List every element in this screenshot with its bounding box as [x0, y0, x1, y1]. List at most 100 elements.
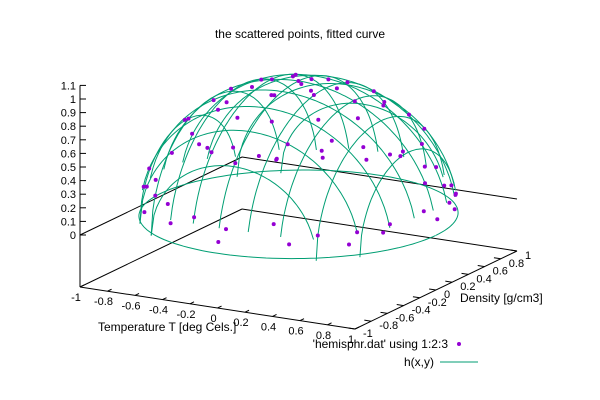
- scatter-point: [287, 242, 292, 247]
- scatter-point: [165, 202, 170, 206]
- scatter-point: [269, 119, 274, 124]
- z-tick-label: 0.2: [61, 203, 76, 215]
- z-tick-label: 0.9: [61, 108, 76, 120]
- x-tick-mark: [217, 305, 222, 309]
- scatter-point: [419, 142, 424, 146]
- x-tick-label: -0.4: [149, 305, 168, 317]
- scatter-point: [285, 142, 290, 147]
- surface-mesh-line: [182, 73, 448, 203]
- scatter-point: [224, 100, 229, 105]
- scatter-point: [311, 93, 316, 97]
- x-tick-label: 0: [210, 313, 216, 325]
- scatter-point: [382, 100, 387, 104]
- scatter-point: [387, 222, 392, 227]
- scatter-point: [190, 131, 195, 136]
- z-tick-label: 0.5: [61, 162, 76, 174]
- x-tick-mark: [189, 301, 195, 305]
- scatter-point: [147, 166, 152, 171]
- z-tick-label: 0: [70, 230, 76, 242]
- y-tick-mark: [412, 296, 420, 299]
- y-tick-label: -1: [363, 328, 373, 340]
- x-tick-label: 0.4: [261, 321, 276, 333]
- y-tick-mark: [510, 249, 518, 252]
- z-tick-label: 0.6: [61, 148, 76, 160]
- scatter-point: [233, 161, 238, 166]
- chart-title: the scattered points, fitted curve: [215, 27, 385, 41]
- surface-mesh-line: [170, 78, 317, 221]
- z-tick-label: 1.1: [61, 80, 76, 92]
- z-tick-label: 0.1: [61, 216, 76, 228]
- x-tick-mark: [272, 313, 277, 317]
- z-tick-label: 0.8: [61, 121, 76, 133]
- scatter-point: [271, 222, 276, 227]
- scatter-point: [272, 93, 277, 98]
- scatter-point: [361, 145, 366, 150]
- surface-mesh-line: [150, 165, 314, 240]
- scatter-point: [442, 183, 447, 188]
- scatter-point: [216, 240, 221, 244]
- scatter-point: [422, 126, 427, 131]
- y-tick-mark: [396, 304, 404, 307]
- y-tick-mark: [477, 265, 485, 268]
- x-tick-label: -0.8: [94, 296, 113, 308]
- x-tick-mark: [79, 284, 85, 288]
- axes-layer: [79, 84, 518, 330]
- z0-plane-edge: [241, 156, 518, 200]
- scatter-point: [296, 79, 301, 83]
- y-axis-label: Density [g/cm3]: [460, 291, 543, 305]
- scatter-point: [452, 207, 457, 212]
- y-tick-label: 0.8: [509, 258, 524, 270]
- scatter-point: [447, 200, 452, 205]
- scatter-point: [381, 103, 386, 108]
- scatter-point: [355, 230, 360, 235]
- x-tick-mark: [354, 326, 360, 330]
- scatter-point: [209, 150, 214, 155]
- scatter-point: [309, 77, 314, 82]
- scatter-point: [435, 217, 440, 222]
- scatter-point: [153, 177, 158, 182]
- scatter-point: [316, 117, 321, 122]
- scatter-point: [144, 184, 149, 189]
- legend-label-surface: h(x,y): [404, 355, 434, 369]
- z-tick-label: 0.7: [61, 135, 76, 147]
- scatter-point: [250, 85, 254, 89]
- surface-mesh-line: [280, 102, 444, 178]
- scatter-point: [400, 149, 405, 154]
- floor-edge-back: [241, 208, 518, 252]
- scatter-point: [197, 142, 202, 147]
- y-tick-label: -0.6: [395, 312, 414, 324]
- y-tick-mark: [380, 311, 388, 314]
- tick-labels: 00.10.20.30.40.50.60.70.80.911.1-1 -0.8 -0…: [61, 80, 531, 346]
- x-tick-label: 1: [348, 334, 354, 346]
- x-tick-label: 0.2: [233, 317, 248, 329]
- legend-label-points: 'hemisphr.dat' using 1:2:3: [313, 337, 449, 351]
- scatter-point: [186, 116, 191, 121]
- scatter-point: [364, 157, 369, 162]
- scatter-point: [407, 112, 411, 117]
- x-tick-label: 0.6: [288, 326, 303, 338]
- scatter-point: [398, 154, 403, 159]
- scatter-point: [224, 227, 228, 232]
- surface-mesh-line: [139, 114, 236, 224]
- scatter-point: [211, 98, 216, 103]
- x-tick-mark: [107, 288, 112, 292]
- scatter-point: [290, 74, 295, 79]
- y-tick-mark: [445, 280, 453, 283]
- scatter-point: [169, 150, 174, 155]
- scatter-point: [453, 192, 458, 197]
- x-tick-mark: [134, 292, 140, 296]
- x-tick-mark: [162, 297, 167, 301]
- surface-rim: [138, 169, 459, 260]
- scatter-point: [329, 138, 334, 143]
- surface-mesh-line: [247, 82, 405, 233]
- scatter-point: [319, 148, 324, 153]
- y-tick-label: -0.4: [412, 305, 431, 317]
- scatter-point: [423, 181, 427, 186]
- surface-mesh-line: [315, 115, 445, 261]
- scatter-point: [320, 155, 325, 160]
- scatter-point: [421, 209, 426, 214]
- y-tick-label: -0.8: [379, 320, 398, 332]
- scatter-point: [269, 77, 274, 82]
